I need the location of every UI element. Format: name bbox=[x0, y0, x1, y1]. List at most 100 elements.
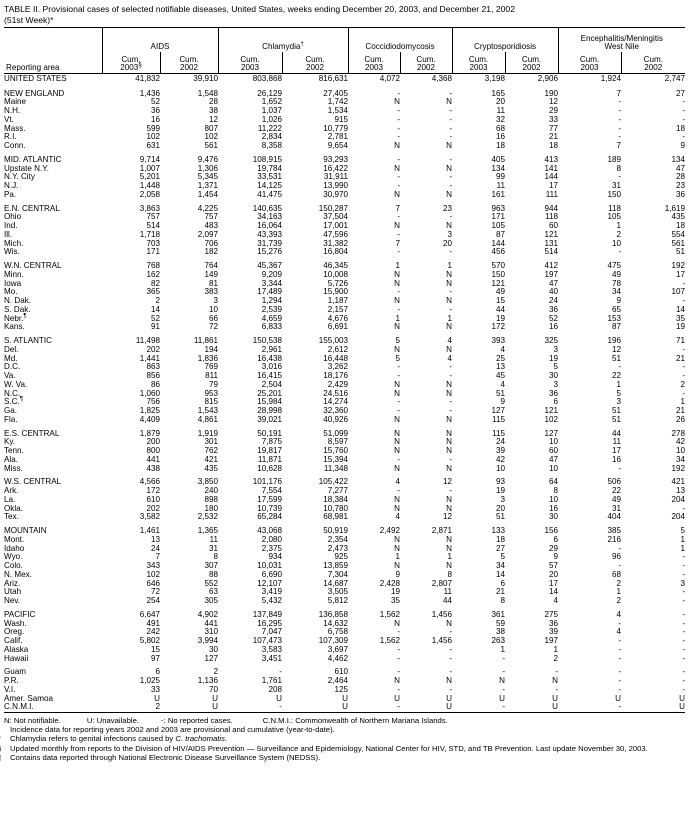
row-cell: 3,505 bbox=[327, 587, 349, 597]
row-cell: 4,902 bbox=[197, 609, 218, 619]
row-cell: 10 bbox=[549, 437, 559, 447]
row-cell: - bbox=[682, 561, 686, 571]
table-row: N.Y. City 5,201 5,345 33,531 31,911 - - 99 144 - 2… bbox=[4, 173, 685, 182]
row-cell: 514 bbox=[146, 221, 160, 231]
row-cell: 36 bbox=[676, 189, 686, 199]
row-cell: 3 bbox=[616, 397, 622, 407]
row-cell: - bbox=[502, 684, 506, 694]
row-cell: 99 bbox=[496, 172, 506, 182]
table-row: Pa. 2,058 1,454 41,475 30,970 N N 161 111 150 36 bbox=[4, 189, 686, 200]
table-row: Fla. 4,409 4,861 39,021 40,926 N N 115 102 51 26 bbox=[4, 414, 685, 425]
row-cell: 1 bbox=[680, 397, 686, 407]
row-cell: 29 bbox=[549, 543, 559, 553]
row-cell: 37,504 bbox=[323, 212, 349, 222]
row-area-label: Ariz. bbox=[4, 578, 21, 588]
table-row: N. Dak. 2 3 1,294 1,187 N N 15 24 9 - bbox=[4, 296, 685, 306]
row-cell: 33 bbox=[150, 684, 160, 694]
row-cell: 12 bbox=[612, 344, 622, 354]
legend-dash: -: No reported cases. bbox=[160, 715, 233, 725]
row-cell: 263 bbox=[491, 636, 506, 646]
row-area-label: Mass. bbox=[4, 123, 26, 133]
row-cell: 121 bbox=[491, 278, 506, 288]
row-cell: 17 bbox=[549, 181, 559, 191]
row-cell: 19 bbox=[549, 353, 559, 363]
row-cell: 4,566 bbox=[139, 477, 160, 487]
row-cell: 10 bbox=[612, 238, 622, 248]
row-area-label: N. Dak. bbox=[4, 296, 31, 306]
row-cell: 1,456 bbox=[431, 609, 453, 619]
row-cell: - bbox=[682, 587, 686, 597]
row-cell: N bbox=[394, 269, 401, 279]
table-row: D.C. 863 769 3,016 3,262 - - 13 5 - - bbox=[4, 363, 685, 372]
row-cell: N bbox=[394, 322, 401, 332]
row-cell: 24,516 bbox=[323, 388, 349, 398]
row-cell: 552 bbox=[204, 578, 218, 588]
row-cell: 59 bbox=[496, 618, 506, 628]
row-cell: 40,926 bbox=[323, 414, 349, 424]
row-cell: 5 bbox=[500, 552, 506, 562]
row-cell: 42 bbox=[676, 437, 686, 447]
row-cell: 944 bbox=[544, 203, 559, 213]
row-cell: 554 bbox=[671, 229, 686, 239]
row-cell: 22 bbox=[612, 486, 622, 496]
row-cell: N bbox=[446, 97, 453, 107]
footnote-species-name: C. trachomatis bbox=[175, 734, 225, 744]
row-area-label: Idaho bbox=[4, 543, 25, 553]
row-cell: 144 bbox=[491, 238, 506, 248]
row-cell: 1 bbox=[553, 644, 559, 654]
row-cell: 34 bbox=[496, 561, 506, 571]
row-cell: 125 bbox=[334, 684, 349, 694]
row-cell: 3,850 bbox=[197, 477, 218, 487]
row-cell: 3,344 bbox=[261, 278, 282, 288]
row-area-label: Ala. bbox=[4, 454, 18, 464]
row-cell: 1,652 bbox=[261, 97, 282, 107]
table-row: C.N.M.I. 2 U - U - U - U - U bbox=[4, 703, 685, 712]
row-cell: - bbox=[618, 618, 622, 628]
row-cell: - bbox=[502, 702, 506, 712]
table-row: E.N. CENTRAL 3,863 4,225 140,635 150,287 7 23 9… bbox=[4, 203, 685, 214]
row-area-label: S.C.¶ bbox=[4, 395, 24, 407]
row-cell: 2,080 bbox=[261, 534, 282, 544]
row-cell: 134 bbox=[491, 163, 506, 173]
row-cell: - bbox=[618, 676, 622, 686]
row-cell: 102 bbox=[544, 414, 559, 424]
row-cell: 631 bbox=[146, 141, 160, 151]
row-cell: U bbox=[446, 702, 453, 712]
table-row: Minn. 162 149 9,209 10,008 N N 150 197 49 17 bbox=[4, 269, 685, 280]
row-cell: 8 bbox=[553, 486, 559, 496]
row-cell: 242 bbox=[146, 627, 160, 637]
row-cell: 4,225 bbox=[197, 203, 218, 213]
row-cell: - bbox=[397, 486, 401, 496]
row-footnote-marker: ¶ bbox=[23, 312, 27, 320]
row-cell: 2,539 bbox=[261, 304, 282, 314]
row-cell: 2 bbox=[616, 578, 622, 588]
row-cell: 4 bbox=[395, 512, 401, 522]
row-cell: 93,293 bbox=[323, 154, 349, 164]
row-area-label: E.N. CENTRAL bbox=[4, 203, 60, 213]
row-cell: 11,222 bbox=[257, 123, 282, 133]
row-cell: 51,099 bbox=[323, 428, 349, 438]
row-cell: 16 bbox=[612, 454, 622, 464]
row-cell: 2 bbox=[213, 667, 218, 677]
row-cell: 171 bbox=[146, 247, 160, 257]
row-cell: 6 bbox=[553, 534, 559, 544]
row-cell: 16,295 bbox=[257, 618, 282, 628]
table-row: W.S. CENTRAL 4,566 3,850 101,176 105,422 4 12 9… bbox=[4, 478, 685, 487]
row-cell: 12 bbox=[549, 97, 559, 107]
row-cell: 2,504 bbox=[261, 379, 282, 389]
footnote-section-symbol: § bbox=[0, 744, 10, 753]
row-area-label: N. Mex. bbox=[4, 569, 32, 579]
row-cell: - bbox=[397, 132, 401, 142]
row-cell: 21 bbox=[549, 132, 559, 142]
row-cell: 11 bbox=[496, 181, 506, 191]
table-row: Utah 72 63 3,419 3,505 19 11 21 14 1 - bbox=[4, 588, 685, 597]
row-cell: 25 bbox=[496, 353, 506, 363]
row-cell: 13,990 bbox=[323, 181, 349, 191]
row-cell: 10,628 bbox=[257, 463, 282, 473]
row-cell: 1,037 bbox=[261, 106, 282, 116]
row-cell: 16,448 bbox=[323, 353, 349, 363]
table-row: Nebr.¶ 52 66 4,659 4,676 1 1 19 52 153 35 bbox=[4, 312, 685, 324]
table-row: Ohio 757 757 34,163 37,504 - - 171 118 105 435 bbox=[4, 213, 685, 222]
table-row: Va. 856 811 16,415 18,176 - - 45 30 22 - bbox=[4, 371, 685, 381]
table-row: P.R. 1,025 1,136 1,761 2,464 N N N N - - bbox=[4, 676, 685, 686]
